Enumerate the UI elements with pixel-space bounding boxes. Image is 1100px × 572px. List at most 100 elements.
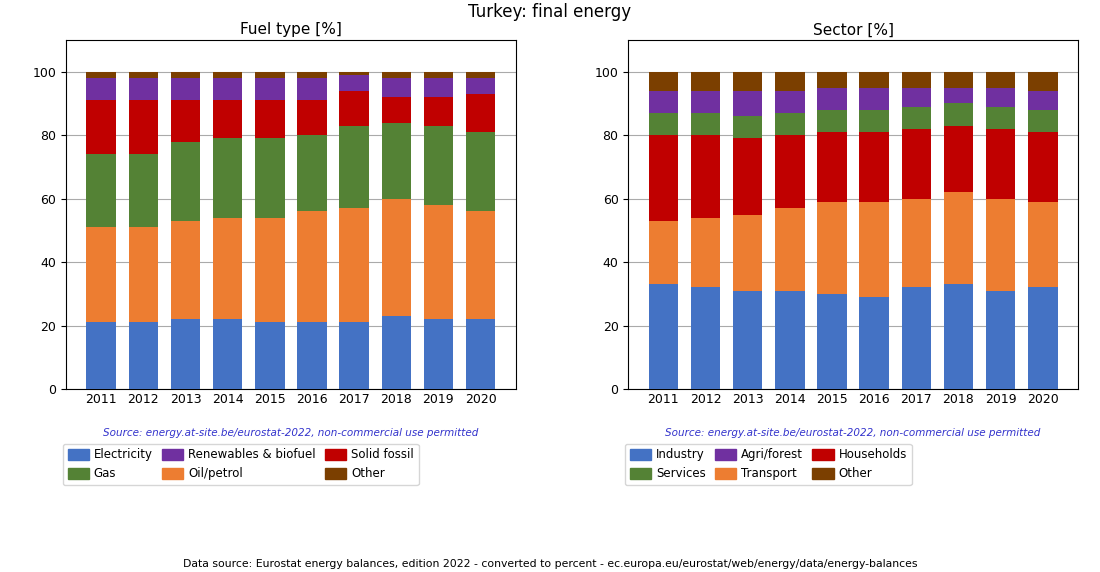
- Bar: [129, 78, 158, 100]
- Bar: [817, 88, 847, 110]
- Bar: [213, 100, 242, 138]
- Bar: [170, 72, 200, 78]
- Bar: [382, 72, 411, 78]
- Bar: [129, 154, 158, 227]
- Bar: [649, 72, 679, 91]
- Bar: [986, 198, 1015, 291]
- Bar: [1028, 202, 1057, 288]
- Bar: [297, 211, 327, 323]
- Title: Fuel type [%]: Fuel type [%]: [240, 22, 342, 38]
- Bar: [986, 129, 1015, 198]
- Bar: [691, 288, 720, 389]
- Bar: [944, 72, 974, 88]
- Bar: [424, 205, 453, 319]
- Bar: [817, 72, 847, 88]
- Bar: [817, 132, 847, 202]
- Bar: [902, 288, 931, 389]
- Bar: [944, 88, 974, 104]
- Bar: [170, 100, 200, 141]
- Bar: [255, 218, 285, 323]
- Bar: [382, 78, 411, 97]
- Bar: [129, 72, 158, 78]
- Bar: [297, 72, 327, 78]
- Bar: [170, 221, 200, 319]
- Bar: [465, 132, 495, 211]
- Bar: [776, 291, 804, 389]
- Bar: [902, 129, 931, 198]
- Bar: [129, 323, 158, 389]
- Bar: [340, 91, 368, 126]
- Bar: [944, 284, 974, 389]
- Bar: [255, 100, 285, 138]
- Bar: [649, 113, 679, 135]
- Bar: [691, 218, 720, 288]
- Bar: [902, 106, 931, 129]
- Bar: [297, 323, 327, 389]
- Bar: [170, 78, 200, 100]
- Legend: Electricity, Gas, Renewables & biofuel, Oil/petrol, Solid fossil, Other: Electricity, Gas, Renewables & biofuel, …: [63, 444, 418, 485]
- Bar: [859, 110, 889, 132]
- Bar: [87, 154, 116, 227]
- Text: Source: energy.at-site.be/eurostat-2022, non-commercial use permitted: Source: energy.at-site.be/eurostat-2022,…: [103, 428, 478, 438]
- Bar: [691, 135, 720, 218]
- Bar: [382, 97, 411, 122]
- Bar: [382, 316, 411, 389]
- Bar: [382, 198, 411, 316]
- Bar: [902, 198, 931, 288]
- Bar: [213, 218, 242, 319]
- Bar: [944, 104, 974, 126]
- Bar: [1028, 110, 1057, 132]
- Bar: [297, 78, 327, 100]
- Bar: [255, 72, 285, 78]
- Bar: [424, 78, 453, 97]
- Bar: [465, 319, 495, 389]
- Bar: [733, 138, 762, 214]
- Text: Turkey: final energy: Turkey: final energy: [469, 3, 631, 21]
- Bar: [87, 323, 116, 389]
- Bar: [817, 202, 847, 294]
- Bar: [170, 319, 200, 389]
- Bar: [859, 132, 889, 202]
- Bar: [859, 297, 889, 389]
- Bar: [1028, 72, 1057, 91]
- Bar: [1028, 91, 1057, 110]
- Bar: [424, 97, 453, 126]
- Bar: [213, 78, 242, 100]
- Bar: [691, 91, 720, 113]
- Bar: [255, 138, 285, 218]
- Bar: [691, 113, 720, 135]
- Bar: [424, 72, 453, 78]
- Bar: [255, 78, 285, 100]
- Bar: [944, 192, 974, 284]
- Bar: [691, 72, 720, 91]
- Bar: [255, 323, 285, 389]
- Bar: [465, 211, 495, 319]
- Text: Data source: Eurostat energy balances, edition 2022 - converted to percent - ec.: Data source: Eurostat energy balances, e…: [183, 559, 917, 569]
- Title: Sector [%]: Sector [%]: [813, 22, 893, 38]
- Bar: [902, 88, 931, 106]
- Bar: [129, 227, 158, 323]
- Bar: [465, 72, 495, 78]
- Bar: [733, 116, 762, 138]
- Bar: [649, 91, 679, 113]
- Bar: [817, 294, 847, 389]
- Bar: [340, 323, 368, 389]
- Bar: [776, 208, 804, 291]
- Bar: [859, 88, 889, 110]
- Bar: [649, 284, 679, 389]
- Bar: [817, 110, 847, 132]
- Bar: [1028, 132, 1057, 202]
- Bar: [213, 319, 242, 389]
- Bar: [424, 319, 453, 389]
- Bar: [986, 72, 1015, 88]
- Bar: [649, 135, 679, 221]
- Bar: [733, 91, 762, 116]
- Bar: [733, 214, 762, 291]
- Bar: [776, 72, 804, 91]
- Bar: [382, 122, 411, 198]
- Bar: [902, 72, 931, 88]
- Bar: [986, 88, 1015, 106]
- Bar: [986, 291, 1015, 389]
- Bar: [424, 126, 453, 205]
- Bar: [340, 126, 368, 208]
